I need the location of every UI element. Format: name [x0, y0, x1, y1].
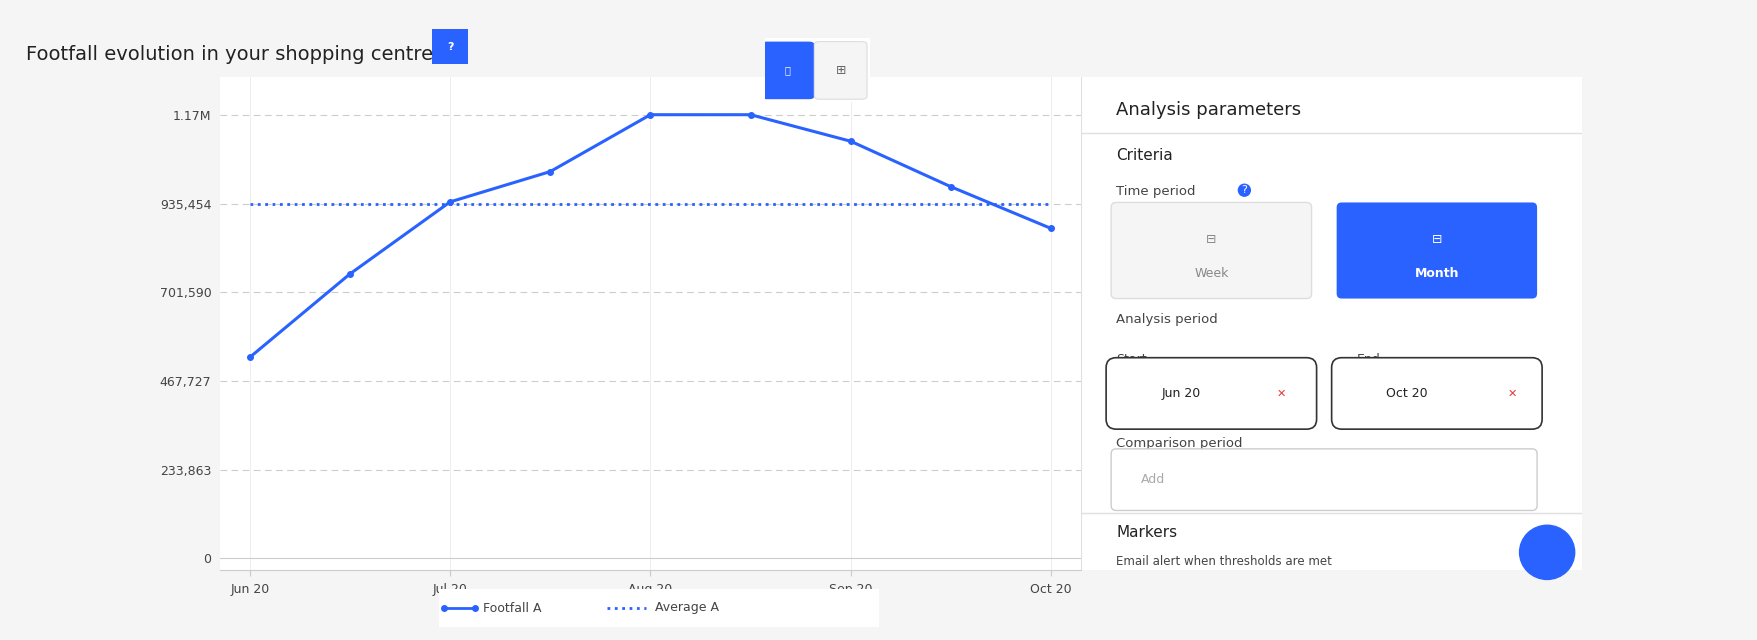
FancyBboxPatch shape — [1110, 202, 1311, 298]
Text: Start: Start — [1116, 353, 1146, 366]
Text: Month: Month — [1414, 268, 1458, 280]
Text: Markers: Markers — [1116, 525, 1177, 540]
Text: ?: ? — [446, 42, 453, 52]
FancyBboxPatch shape — [1330, 358, 1541, 429]
Text: Oct 20: Oct 20 — [1385, 387, 1427, 400]
Text: Comparison period: Comparison period — [1116, 436, 1242, 449]
Text: 📈: 📈 — [785, 65, 791, 76]
FancyBboxPatch shape — [1110, 449, 1536, 511]
Text: ⊟: ⊟ — [1430, 233, 1441, 246]
Circle shape — [1518, 525, 1574, 579]
Text: Email alert when thresholds are met: Email alert when thresholds are met — [1116, 555, 1332, 568]
Text: ✕: ✕ — [1506, 388, 1516, 399]
Text: Criteria: Criteria — [1116, 148, 1172, 163]
FancyBboxPatch shape — [1105, 358, 1316, 429]
FancyBboxPatch shape — [1335, 202, 1536, 298]
Text: Analysis parameters: Analysis parameters — [1116, 101, 1300, 120]
Text: Footfall evolution in your shopping centre: Footfall evolution in your shopping cent… — [26, 45, 434, 64]
Circle shape — [434, 31, 466, 62]
Text: ⊟: ⊟ — [1205, 233, 1216, 246]
Text: Analysis period: Analysis period — [1116, 314, 1218, 326]
Text: Footfall A: Footfall A — [483, 602, 541, 614]
Text: End: End — [1356, 353, 1379, 366]
Text: ⊞: ⊞ — [835, 64, 845, 77]
Text: ✕: ✕ — [1276, 388, 1286, 399]
Text: Add: Add — [1140, 473, 1165, 486]
Text: Jun 20: Jun 20 — [1161, 387, 1200, 400]
Text: Week: Week — [1193, 268, 1228, 280]
Text: ?: ? — [1240, 185, 1247, 195]
Text: Time period: Time period — [1116, 185, 1195, 198]
FancyBboxPatch shape — [813, 42, 866, 99]
Text: Average A: Average A — [654, 602, 719, 614]
FancyBboxPatch shape — [761, 42, 813, 99]
